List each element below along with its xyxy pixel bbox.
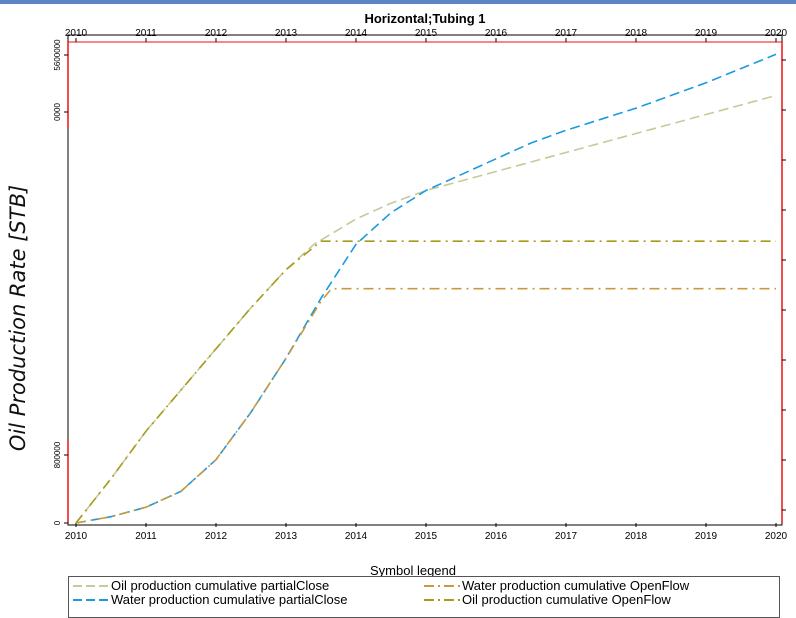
legend-label: Water production cumulative OpenFlow bbox=[462, 578, 690, 593]
x-tick-label-top: 2010 bbox=[65, 28, 88, 39]
x-tick-label-top: 2020 bbox=[765, 28, 788, 39]
legend-item-water-openflow: Water production cumulative OpenFlow bbox=[424, 578, 689, 593]
x-tick-label-bottom: 2018 bbox=[625, 531, 648, 542]
plot-frame bbox=[67, 34, 783, 526]
legend-label: Oil production cumulative OpenFlow bbox=[462, 592, 671, 607]
series-line-4 bbox=[75, 240, 776, 524]
x-tick-label-top: 2011 bbox=[135, 28, 157, 39]
x-tick-label-bottom: 2012 bbox=[205, 531, 228, 542]
y-axis-title: Oil Production Rate [STB] bbox=[6, 184, 30, 452]
window-top-bar bbox=[0, 0, 796, 4]
x-tick-label-bottom: 2016 bbox=[485, 531, 508, 542]
x-tick-label-bottom: 2020 bbox=[765, 531, 788, 542]
x-tick-label-top: 2015 bbox=[415, 28, 438, 39]
x-tick-label-top: 2016 bbox=[485, 28, 508, 39]
legend-swatch bbox=[424, 584, 460, 587]
x-tick-label-bottom: 2019 bbox=[695, 531, 718, 542]
x-tick-label-top: 2013 bbox=[275, 28, 298, 39]
x-tick-label-bottom: 2010 bbox=[65, 531, 88, 542]
x-tick-label-bottom: 2011 bbox=[135, 531, 157, 542]
legend-swatch bbox=[73, 598, 109, 601]
x-tick-label-top: 2018 bbox=[625, 28, 648, 39]
x-tick-label-bottom: 2017 bbox=[555, 531, 578, 542]
legend-title: Symbol legend bbox=[370, 563, 456, 578]
x-tick-label-bottom: 2013 bbox=[275, 531, 298, 542]
legend-swatch bbox=[73, 584, 109, 587]
chart-title: Horizontal;Tubing 1 bbox=[364, 11, 485, 26]
x-tick-label-top: 2012 bbox=[205, 28, 228, 39]
legend-item-oil-partialclose: Oil production cumulative partialClose bbox=[73, 578, 329, 593]
y-tick-label-left: 0000 bbox=[53, 103, 62, 121]
x-tick-label-top: 2014 bbox=[345, 28, 368, 39]
x-tick-label-top: 2019 bbox=[695, 28, 718, 39]
legend-item-oil-openflow: Oil production cumulative OpenFlow bbox=[424, 592, 671, 607]
series-line-2 bbox=[75, 53, 777, 524]
legend-swatch bbox=[424, 598, 460, 601]
x-tick-label-bottom: 2015 bbox=[415, 531, 438, 542]
series-line-3 bbox=[75, 287, 776, 524]
legend: Oil production cumulative partialClose W… bbox=[68, 576, 780, 618]
series-line-1 bbox=[75, 94, 777, 524]
y-tick-label-left: 0 bbox=[53, 520, 62, 525]
legend-item-water-partialclose: Water production cumulative partialClose bbox=[73, 592, 348, 607]
chart-canvas: Horizontal;Tubing 1 2010 2011 2012 2013 2014… bbox=[53, 11, 788, 542]
legend-label: Oil production cumulative partialClose bbox=[111, 578, 330, 593]
legend-label: Water production cumulative partialClose bbox=[111, 592, 348, 607]
y-tick-label-left: 800000 bbox=[53, 441, 62, 468]
y-tick-label-left: 5600000 bbox=[53, 39, 62, 71]
x-tick-label-bottom: 2014 bbox=[345, 531, 368, 542]
x-tick-label-top: 2017 bbox=[555, 28, 578, 39]
